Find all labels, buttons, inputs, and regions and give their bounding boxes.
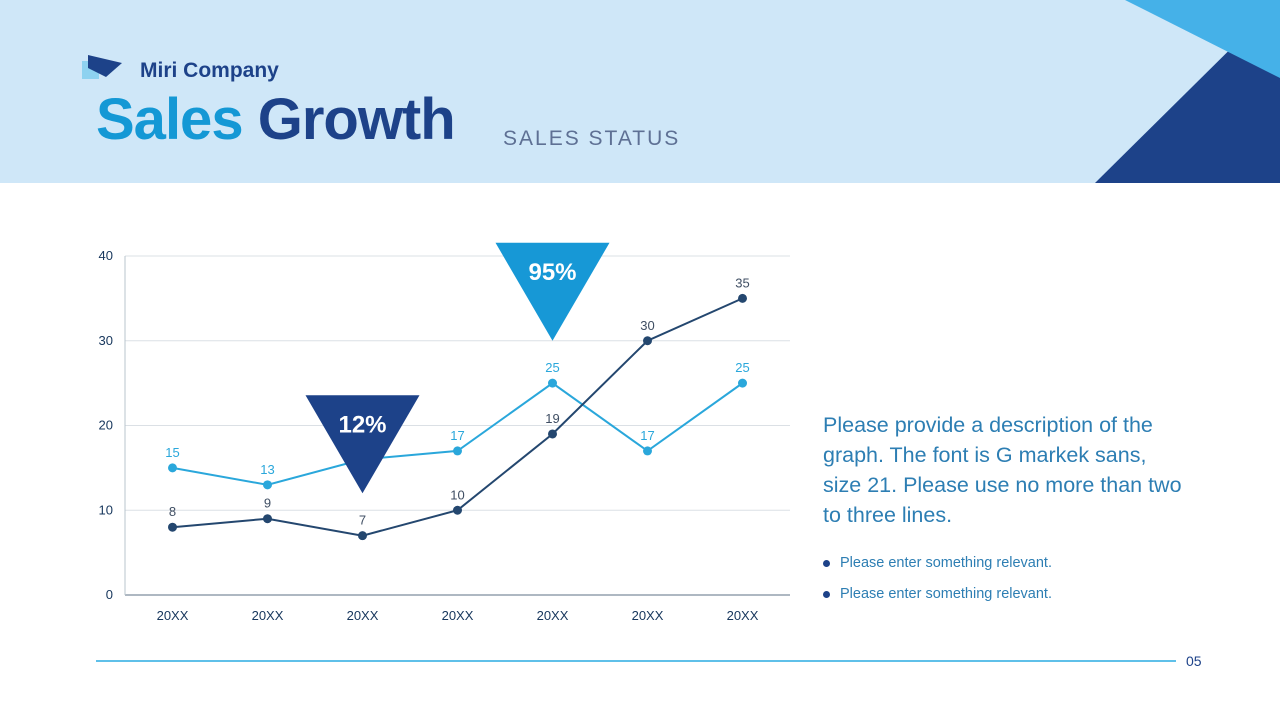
svg-text:35: 35 xyxy=(735,275,749,290)
svg-text:13: 13 xyxy=(260,462,274,477)
bullet-text: Please enter something relevant. xyxy=(840,586,1052,602)
svg-text:20XX: 20XX xyxy=(252,608,284,623)
svg-text:20XX: 20XX xyxy=(347,608,379,623)
page-title: Sales Growth xyxy=(96,86,456,153)
bullet-list: Please enter something relevant. Please … xyxy=(823,555,1203,617)
svg-text:40: 40 xyxy=(99,248,113,263)
bullet-dot-icon xyxy=(823,559,830,567)
svg-text:95%: 95% xyxy=(528,259,576,286)
svg-text:20: 20 xyxy=(99,418,113,433)
svg-text:19: 19 xyxy=(545,411,559,426)
svg-text:15: 15 xyxy=(165,445,179,460)
chart-area: 0 10 20 30 40 20XX 20XX 20XX 20XX 20XX 20XX 20XX 15 1… xyxy=(95,228,805,640)
company-name: Miri Company xyxy=(140,58,279,82)
svg-text:20XX: 20XX xyxy=(632,608,664,623)
svg-text:20XX: 20XX xyxy=(157,608,189,623)
page-number: 05 xyxy=(1186,653,1202,669)
svg-text:8: 8 xyxy=(169,504,176,519)
svg-text:20XX: 20XX xyxy=(537,608,569,623)
svg-text:12%: 12% xyxy=(338,411,386,438)
company-logo-icon xyxy=(82,52,128,89)
svg-text:30: 30 xyxy=(640,318,654,333)
svg-text:30: 30 xyxy=(99,333,113,348)
svg-text:17: 17 xyxy=(640,428,654,443)
svg-text:10: 10 xyxy=(450,487,464,502)
svg-text:10: 10 xyxy=(99,502,113,517)
svg-text:7: 7 xyxy=(359,513,366,528)
page-title-primary: Sales xyxy=(96,87,244,152)
header-band xyxy=(0,0,1280,183)
list-item: Please enter something relevant. xyxy=(823,555,1203,571)
svg-text:25: 25 xyxy=(735,360,749,375)
svg-text:20XX: 20XX xyxy=(727,608,759,623)
svg-text:0: 0 xyxy=(106,587,113,602)
brand: Miri Company xyxy=(82,52,279,89)
svg-text:17: 17 xyxy=(450,428,464,443)
page-subtitle: SALES STATUS xyxy=(503,127,681,150)
bullet-text: Please enter something relevant. xyxy=(840,555,1052,571)
svg-text:25: 25 xyxy=(545,360,559,375)
page-title-secondary: Growth xyxy=(257,87,456,152)
chart-description: Please provide a description of the grap… xyxy=(823,412,1182,527)
bullet-dot-icon xyxy=(823,590,830,598)
sales-line-chart: 0 10 20 30 40 20XX 20XX 20XX 20XX 20XX 20XX 20XX 15 1… xyxy=(99,242,790,623)
list-item: Please enter something relevant. xyxy=(823,586,1203,602)
footer-divider xyxy=(96,660,1176,662)
svg-text:9: 9 xyxy=(264,496,271,511)
svg-text:20XX: 20XX xyxy=(442,608,474,623)
